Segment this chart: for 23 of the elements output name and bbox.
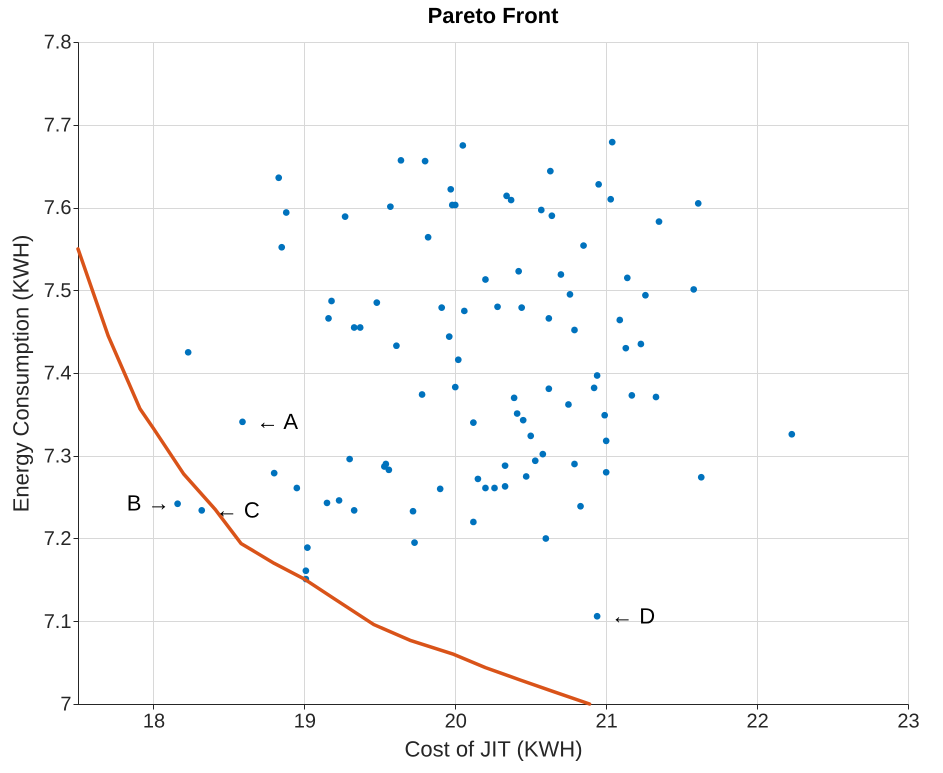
line-series [76, 247, 592, 706]
y-tick-label: 7.5 [44, 280, 72, 302]
chart-title: Pareto Front [428, 3, 560, 28]
y-tick-label: 7.8 [44, 32, 72, 54]
y-axis-title: Energy Consumption (KWH) [8, 234, 34, 512]
x-tick-label: 21 [596, 710, 618, 732]
x-tick-label: 22 [746, 710, 769, 732]
annotation: B → [126, 490, 170, 516]
x-tick-label: 20 [444, 710, 467, 732]
y-tick-label: 7.7 [44, 114, 72, 136]
annotation: ← D [611, 603, 656, 628]
x-tick-label: 19 [294, 710, 316, 732]
x-axis-title: Cost of JIT (KWH) [404, 736, 583, 762]
annotation: ← C [216, 497, 260, 522]
y-tick-label: 7.2 [44, 528, 72, 550]
y-tick-label: 7.3 [44, 445, 72, 468]
x-tick-label: 18 [142, 710, 166, 732]
y-tick-label: 7 [60, 694, 72, 716]
x-tick-label: 23 [897, 710, 920, 732]
y-tick-label: 7.6 [44, 197, 72, 219]
annotation: ← A [256, 408, 298, 434]
y-tick-label: 7.1 [44, 610, 72, 633]
y-tick-label: 7.4 [44, 362, 72, 384]
